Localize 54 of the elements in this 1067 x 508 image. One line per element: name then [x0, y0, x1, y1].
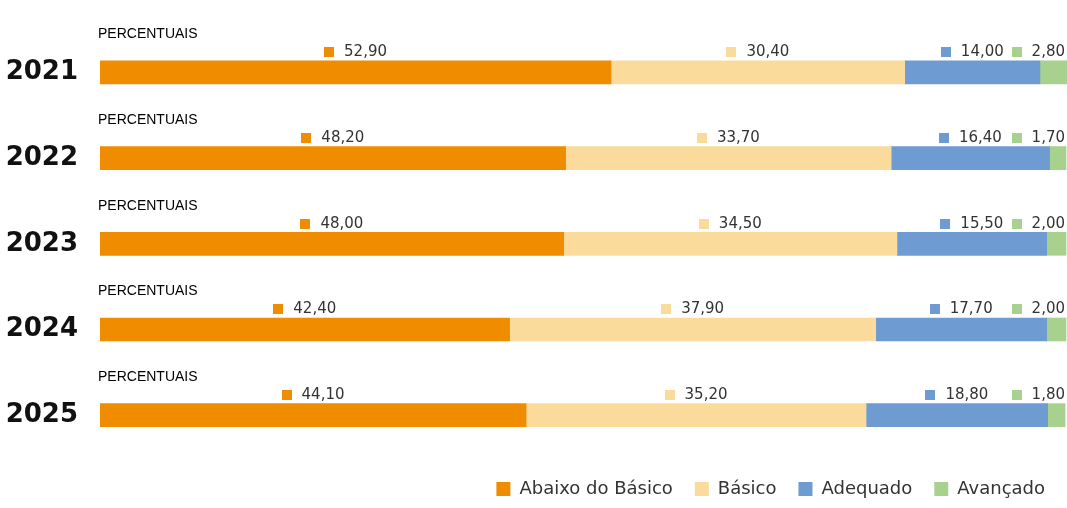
legend-label: Avançado: [957, 476, 1045, 498]
data-label: 17,70: [949, 299, 993, 318]
data-label: 2,80: [1031, 42, 1066, 61]
data-label: 2,00: [1031, 299, 1066, 318]
data-label: 48,00: [320, 213, 364, 232]
data-label: 52,90: [344, 42, 387, 61]
data-label: 48,20: [321, 128, 365, 147]
annotation: PERCENTUAIS: [98, 110, 198, 127]
annotation: PERCENTUAIS: [98, 196, 198, 213]
data-label: 1,70: [1031, 128, 1066, 147]
annotation: PERCENTUAIS: [98, 368, 198, 385]
y-tick-label: 2023: [5, 226, 78, 257]
bar: [896, 231, 1048, 256]
bar: [1046, 317, 1067, 342]
data-label: 2,00: [1031, 213, 1066, 232]
data-label: 16,40: [958, 128, 1002, 147]
bar: [509, 317, 877, 342]
bar: [1046, 231, 1067, 256]
y-tick-label: 2021: [5, 55, 78, 86]
bar: [875, 317, 1048, 342]
bar: [525, 403, 867, 427]
legend-label: Básico: [717, 476, 777, 498]
annotation: PERCENTUAIS: [98, 282, 198, 299]
bar: [865, 403, 1049, 427]
bar: [100, 231, 565, 256]
data-label: 44,10: [301, 385, 345, 404]
data-label: 33,70: [716, 128, 760, 147]
y-tick-label: 2025: [5, 397, 78, 428]
bar: [100, 146, 566, 170]
data-label: 37,90: [681, 299, 725, 318]
bar: [890, 146, 1050, 170]
data-label: 30,40: [746, 42, 790, 61]
data-label: 1,80: [1031, 385, 1066, 404]
bar: [100, 317, 510, 342]
bar: [1047, 403, 1066, 427]
data-label: 34,50: [718, 213, 762, 232]
bar: [1049, 146, 1067, 170]
bar: [100, 60, 612, 85]
legend-label: Abaixo do Básico: [519, 476, 673, 498]
bar: [565, 146, 892, 170]
legend-label: Adequado: [821, 476, 913, 498]
bar: [1039, 60, 1067, 85]
bar: [563, 231, 898, 256]
bar: [904, 60, 1041, 85]
data-label: 15,50: [960, 213, 1004, 232]
data-label: 14,00: [960, 42, 1004, 61]
y-tick-label: 2024: [5, 312, 78, 343]
data-label: 42,40: [293, 299, 337, 318]
bar: [610, 60, 906, 85]
data-label: 35,20: [684, 385, 728, 404]
bar: [100, 403, 527, 427]
y-tick-label: 2022: [5, 140, 78, 171]
annotation: PERCENTUAIS: [98, 25, 198, 42]
data-label: 18,80: [945, 385, 989, 404]
